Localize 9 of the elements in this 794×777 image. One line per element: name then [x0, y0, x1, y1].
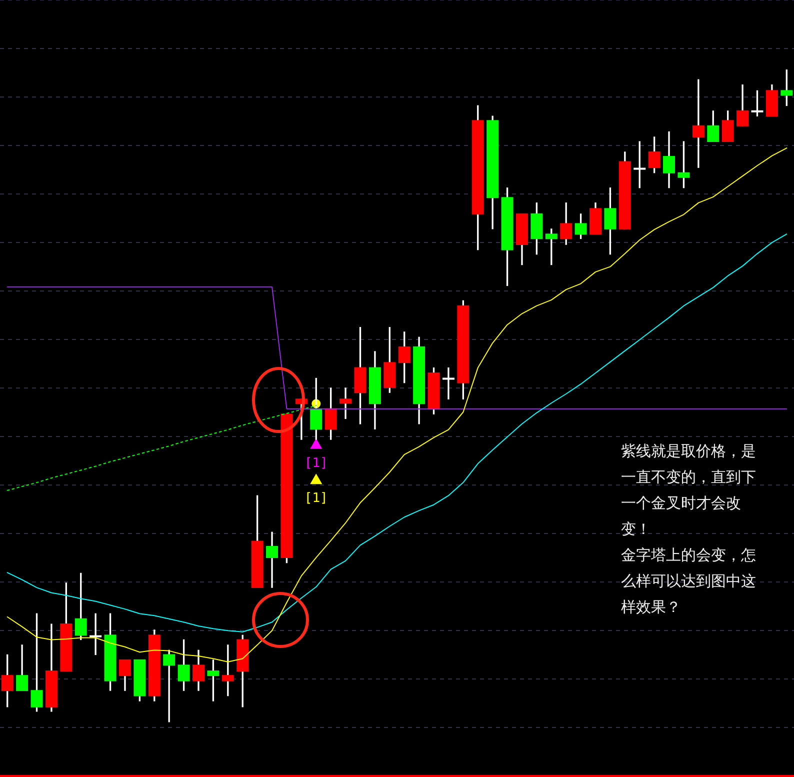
annotation: 紫线就是取价格，是一直不变的，直到下一个金叉时才会改变！ — [621, 441, 757, 540]
series-label: [1] — [304, 490, 328, 506]
candlestick — [442, 367, 454, 400]
candlestick — [90, 613, 102, 656]
series-label: [1] — [304, 456, 328, 471]
candlestick — [692, 79, 704, 168]
annotation: 金字塔上的会变，怎么样可以达到图中这样效果？ — [621, 545, 757, 618]
candlestick — [340, 388, 352, 419]
candlestick — [266, 532, 278, 588]
